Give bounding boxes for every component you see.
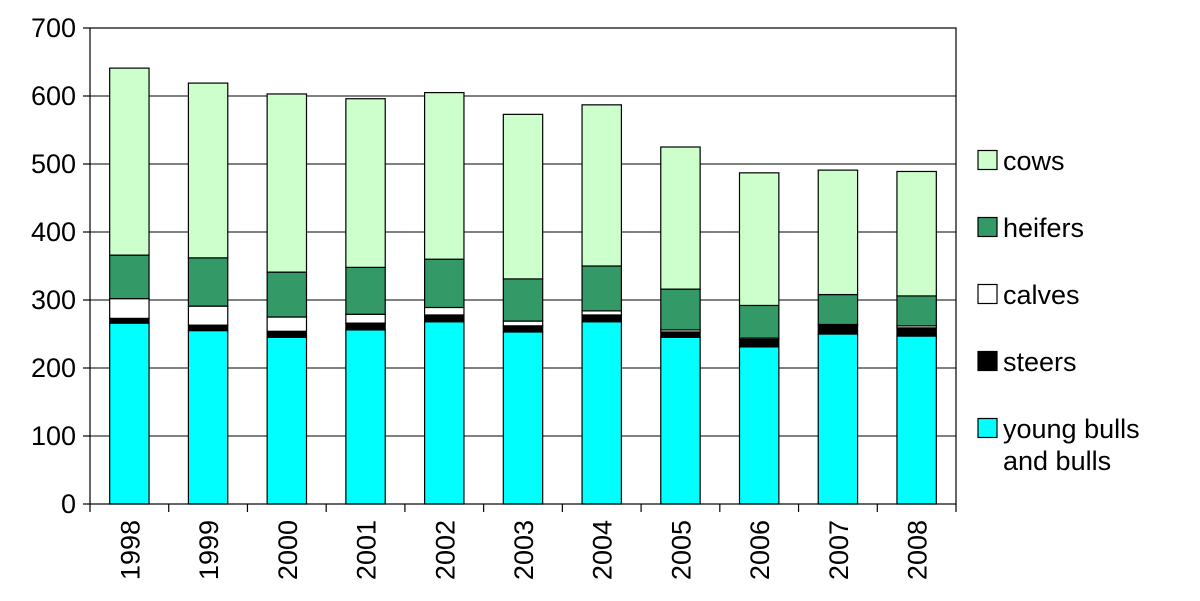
- bar-segment-cows: [660, 146, 701, 290]
- legend-swatch: [977, 350, 998, 372]
- bar-segment-heifers: [266, 271, 308, 318]
- bar-segment-steers: [266, 330, 308, 338]
- bar-segment-heifers: [896, 295, 937, 327]
- bar-segment-young-bulls-and-bulls: [502, 331, 544, 505]
- bar-segment-cows: [581, 104, 623, 267]
- y-tick-label: 300: [31, 285, 76, 315]
- bar-segment-cows: [187, 82, 229, 259]
- legend-label: and bulls: [1003, 446, 1111, 476]
- bar-segment-steers: [109, 317, 150, 324]
- y-tick-label: 0: [61, 489, 76, 519]
- x-tick-label: 1999: [194, 520, 224, 580]
- bar-segment-young-bulls-and-bulls: [738, 346, 780, 505]
- x-tick-label: 2001: [352, 520, 382, 580]
- bar-segment-calves: [109, 298, 150, 319]
- legend-swatch: [977, 283, 998, 305]
- bar-segment-steers: [817, 324, 859, 335]
- bar-segment-heifers: [502, 278, 544, 322]
- bar-segment-steers: [502, 325, 544, 333]
- bar-segment-cows: [423, 91, 465, 260]
- y-tick-label: 500: [31, 149, 76, 179]
- x-tick-labels: 1998 1999 2000 2001 2002 2003 2004 2005 2006 2007…: [115, 520, 932, 580]
- x-tick-label: 2004: [588, 520, 618, 580]
- axes: [83, 27, 957, 512]
- bar-segment-calves: [187, 305, 229, 326]
- bar-segment-steers: [187, 324, 229, 332]
- bar-segment-cows: [738, 172, 780, 307]
- bar-segment-heifers: [738, 304, 780, 339]
- bar-segment-young-bulls-and-bulls: [896, 335, 937, 505]
- legend-swatch: [977, 216, 998, 238]
- bar-segment-heifers: [817, 293, 859, 326]
- bar-segment-calves: [266, 316, 308, 332]
- bar-segment-cows: [896, 170, 937, 297]
- bar-segment-heifers: [187, 257, 229, 307]
- bar-segment-cows: [345, 98, 386, 268]
- bar-segment-heifers: [345, 266, 386, 315]
- x-tick-label: 2008: [903, 520, 933, 580]
- legend-label: steers: [1003, 347, 1077, 377]
- legend-swatch: [977, 417, 998, 439]
- bar-segment-heifers: [660, 288, 701, 331]
- bar-segment-cows: [266, 93, 308, 273]
- y-tick-label: 100: [31, 421, 76, 451]
- bar-segment-calves: [502, 320, 544, 327]
- x-tick-label: 2006: [745, 520, 775, 580]
- bar-segment-young-bulls-and-bulls: [187, 330, 229, 505]
- bar-segment-cows: [502, 113, 544, 280]
- bars: [109, 67, 937, 505]
- plot-area-frame: [89, 27, 957, 505]
- bar-segment-steers: [738, 338, 780, 348]
- bar-segment-calves: [581, 310, 623, 316]
- bar-segment-cows: [817, 169, 859, 296]
- bar-segment-calves: [345, 313, 386, 324]
- bar-segment-young-bulls-and-bulls: [423, 321, 465, 505]
- bar-segment-cows: [109, 67, 150, 256]
- y-tick-label: 700: [31, 13, 76, 43]
- x-tick-label: 2000: [273, 520, 303, 580]
- legend-swatch: [977, 149, 998, 171]
- bar-segment-steers: [581, 314, 623, 323]
- y-tick-label: 400: [31, 217, 76, 247]
- legend-label: young bulls: [1003, 414, 1140, 444]
- bar-segment-young-bulls-and-bulls: [266, 336, 308, 505]
- bar-segment-young-bulls-and-bulls: [581, 321, 623, 505]
- y-tick-labels: 0 100 200 300 400 500 600 700: [31, 13, 76, 519]
- legend-label: calves: [1003, 280, 1080, 310]
- bar-segment-steers: [660, 331, 701, 338]
- bar-segment-young-bulls-and-bulls: [109, 322, 150, 505]
- legend-label: cows: [1003, 146, 1065, 176]
- x-tick-label: 2007: [824, 520, 854, 580]
- bar-segment-steers: [345, 322, 386, 331]
- legend-label: heifers: [1003, 213, 1084, 243]
- bar-segment-heifers: [109, 254, 150, 300]
- bar-segment-heifers: [581, 265, 623, 312]
- bar-segment-young-bulls-and-bulls: [660, 336, 701, 505]
- x-tick-label: 2005: [666, 520, 696, 580]
- bar-segment-heifers: [423, 258, 465, 309]
- bar-segment-calves: [423, 306, 465, 316]
- x-tick-label: 1998: [115, 520, 145, 580]
- bar-segment-young-bulls-and-bulls: [345, 329, 386, 505]
- y-tick-label: 200: [31, 353, 76, 383]
- bar-segment-young-bulls-and-bulls: [817, 333, 859, 505]
- x-tick-label: 2003: [509, 520, 539, 580]
- bar-segment-steers: [896, 327, 937, 337]
- y-tick-label: 600: [31, 81, 76, 111]
- bar-segment-steers: [423, 314, 465, 323]
- x-tick-label: 2002: [430, 520, 460, 580]
